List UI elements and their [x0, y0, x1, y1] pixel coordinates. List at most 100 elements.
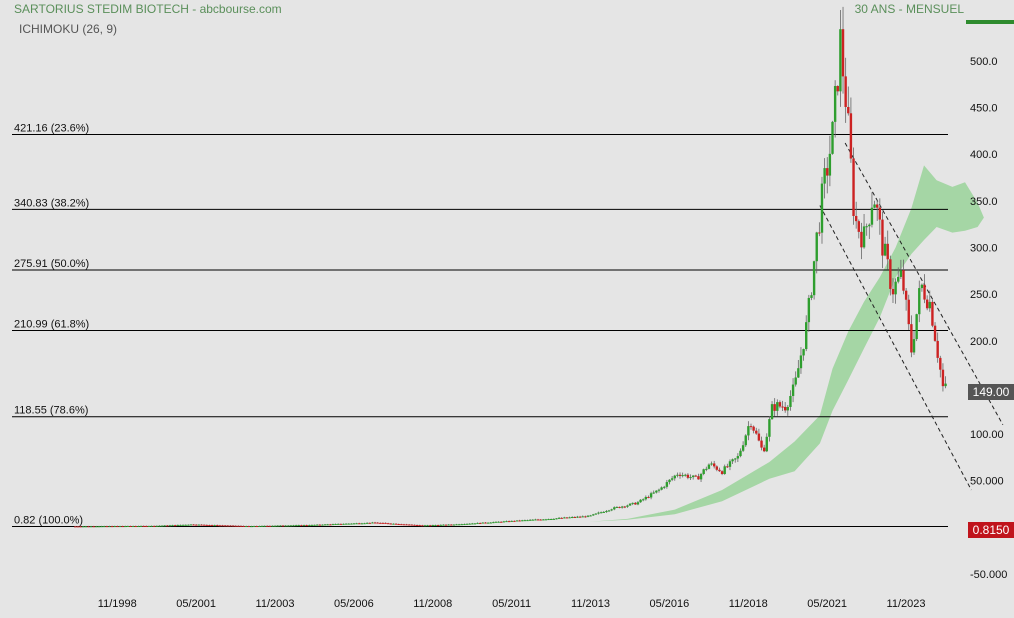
candle-body [918, 288, 921, 315]
candle-body [392, 523, 395, 525]
candle-body [776, 402, 779, 411]
candle-body [247, 526, 251, 528]
candle-body [226, 525, 230, 527]
candle-body [839, 29, 842, 92]
candle-body [620, 506, 624, 508]
candle-body [889, 259, 892, 289]
candle-body [268, 525, 272, 527]
candle-body [726, 466, 729, 468]
candle-body [192, 524, 195, 526]
candle-body [762, 447, 766, 452]
candle-body [223, 525, 227, 527]
candle-body [752, 426, 755, 431]
candle-body [891, 288, 895, 295]
candle-body [928, 301, 931, 309]
candle-body [176, 524, 180, 526]
candle-body [426, 525, 429, 527]
candle-body [765, 436, 768, 452]
candle-body [707, 464, 711, 469]
candle-body [810, 295, 813, 298]
candle-body [639, 499, 642, 503]
candle-body [518, 520, 521, 522]
candle-body [439, 524, 442, 526]
y-tick-label: 100.00 [970, 429, 1004, 441]
candle-body [710, 463, 713, 465]
candle-body [802, 349, 805, 356]
candle-body [755, 430, 758, 434]
candle-body [684, 474, 687, 476]
candle-body [881, 219, 884, 256]
candle-body [457, 524, 461, 526]
y-tick-label: 200.0 [970, 336, 998, 348]
candle-body [266, 525, 269, 527]
candle-body [886, 243, 889, 260]
candle-body [702, 469, 705, 474]
candle-body [400, 524, 403, 526]
candle-body [97, 526, 101, 528]
candle-body [592, 514, 595, 516]
candle-body [342, 523, 345, 525]
candle-body [521, 520, 524, 522]
fibonacci-level-label: 118.55 (78.6%) [14, 405, 88, 417]
period-label: 30 ANS - MENSUEL [855, 2, 965, 16]
candle-body [907, 299, 910, 325]
candle-body [657, 489, 661, 491]
candle-body [699, 473, 703, 480]
candle-body [152, 525, 156, 527]
y-tick-label: 500.0 [970, 56, 998, 68]
candle-body [773, 404, 776, 411]
candlestick-series [74, 6, 947, 528]
candle-body [444, 524, 448, 526]
candle-body [447, 524, 450, 526]
candle-body [168, 525, 172, 527]
candle-body [95, 526, 98, 528]
candle-body [689, 477, 692, 479]
candle-body [108, 526, 111, 528]
candle-body [607, 510, 611, 512]
candle-body [678, 474, 682, 476]
candle-body [145, 525, 148, 527]
candle-body [723, 466, 726, 474]
candle-body [202, 524, 206, 526]
candle-body [394, 523, 398, 525]
candle-body [213, 525, 216, 527]
candle-body [594, 513, 598, 515]
candle-body [628, 503, 632, 506]
candle-body [418, 525, 421, 527]
candle-body [691, 475, 695, 478]
candle-body [584, 516, 587, 518]
candle-body [381, 522, 385, 524]
candle-body [331, 524, 335, 526]
candle-body [649, 493, 653, 498]
current-price-label: 149.00 [973, 385, 1010, 399]
candle-body [497, 521, 500, 523]
candle-body [468, 523, 471, 525]
candle-body [736, 456, 740, 459]
candle-body [789, 395, 792, 407]
candle-body [557, 517, 561, 519]
candle-body [899, 270, 903, 277]
y-tick-label: 350.0 [970, 196, 998, 208]
candle-body [463, 524, 466, 526]
ichimoku-cloud-area [589, 165, 984, 522]
x-axis: 11/1998 05/2001 11/2003 05/2006 11/2008 05/20… [98, 598, 926, 610]
candle-body [615, 506, 619, 508]
candle-body [833, 86, 837, 122]
candle-body [158, 525, 161, 527]
candle-body [599, 512, 603, 514]
candle-body [210, 525, 214, 527]
candle-body [768, 419, 771, 437]
candle-body [252, 526, 256, 528]
candle-body [184, 524, 187, 526]
candle-body [542, 519, 545, 521]
candle-body [434, 525, 437, 527]
candle-body [531, 519, 534, 521]
fibonacci-levels: 421.16 (23.6%) 340.83 (38.2%) 275.91 (50.0… [12, 122, 948, 528]
candle-body [258, 526, 261, 528]
candle-body [479, 522, 482, 524]
candle-body [139, 525, 143, 527]
candle-body [121, 526, 124, 528]
candle-body [560, 517, 563, 519]
